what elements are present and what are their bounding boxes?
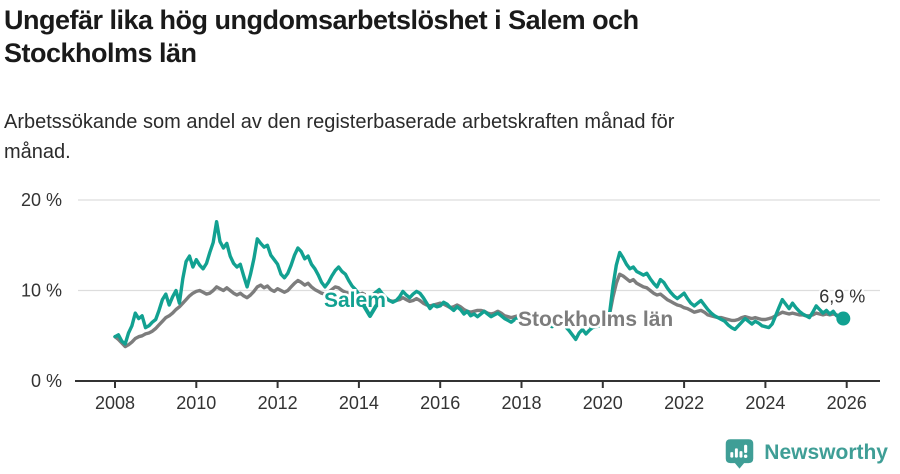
brand-name: Newsworthy bbox=[764, 441, 888, 464]
x-tick-label: 2024 bbox=[745, 393, 785, 413]
chart-title-line-1: Ungefär lika hög ungdomsarbetslöshet i S… bbox=[4, 5, 639, 35]
chart-header: Ungefär lika hög ungdomsarbetslöshet i S… bbox=[4, 4, 884, 167]
series-line-salem bbox=[113, 220, 845, 346]
series-label: Stockholms län bbox=[518, 308, 673, 331]
chart-subtitle: Arbetssökande som andel av den registerb… bbox=[4, 107, 884, 167]
x-tick-label: 2014 bbox=[339, 393, 379, 413]
x-tick-label: 2026 bbox=[827, 393, 867, 413]
brand-footer: Newsworthy bbox=[723, 436, 888, 470]
chart-subtitle-line-1: Arbetssökande som andel av den registerb… bbox=[4, 111, 675, 133]
chart-subtitle-line-2: månad. bbox=[4, 141, 71, 163]
latest-value-label: 6,9 % bbox=[819, 287, 865, 307]
series-line-stockholms-l-n bbox=[113, 272, 845, 349]
x-tick-label: 2018 bbox=[501, 393, 541, 413]
y-tick-label: 0 % bbox=[31, 371, 62, 391]
y-tick-label: 10 % bbox=[21, 281, 62, 301]
latest-value-dot bbox=[836, 311, 851, 326]
newsworthy-logo-icon bbox=[726, 439, 754, 469]
x-tick-label: 2020 bbox=[583, 393, 623, 413]
x-tick-label: 2012 bbox=[258, 393, 298, 413]
series-label-arrow bbox=[362, 304, 378, 318]
y-tick-label: 20 % bbox=[21, 190, 62, 210]
x-tick-label: 2010 bbox=[176, 393, 216, 413]
series-label: Salem bbox=[324, 289, 386, 312]
chart-title-line-2: Stockholms län bbox=[4, 38, 197, 68]
x-tick-label: 2016 bbox=[420, 393, 460, 413]
x-tick-label: 2022 bbox=[664, 393, 704, 413]
x-tick-label: 2008 bbox=[95, 393, 135, 413]
